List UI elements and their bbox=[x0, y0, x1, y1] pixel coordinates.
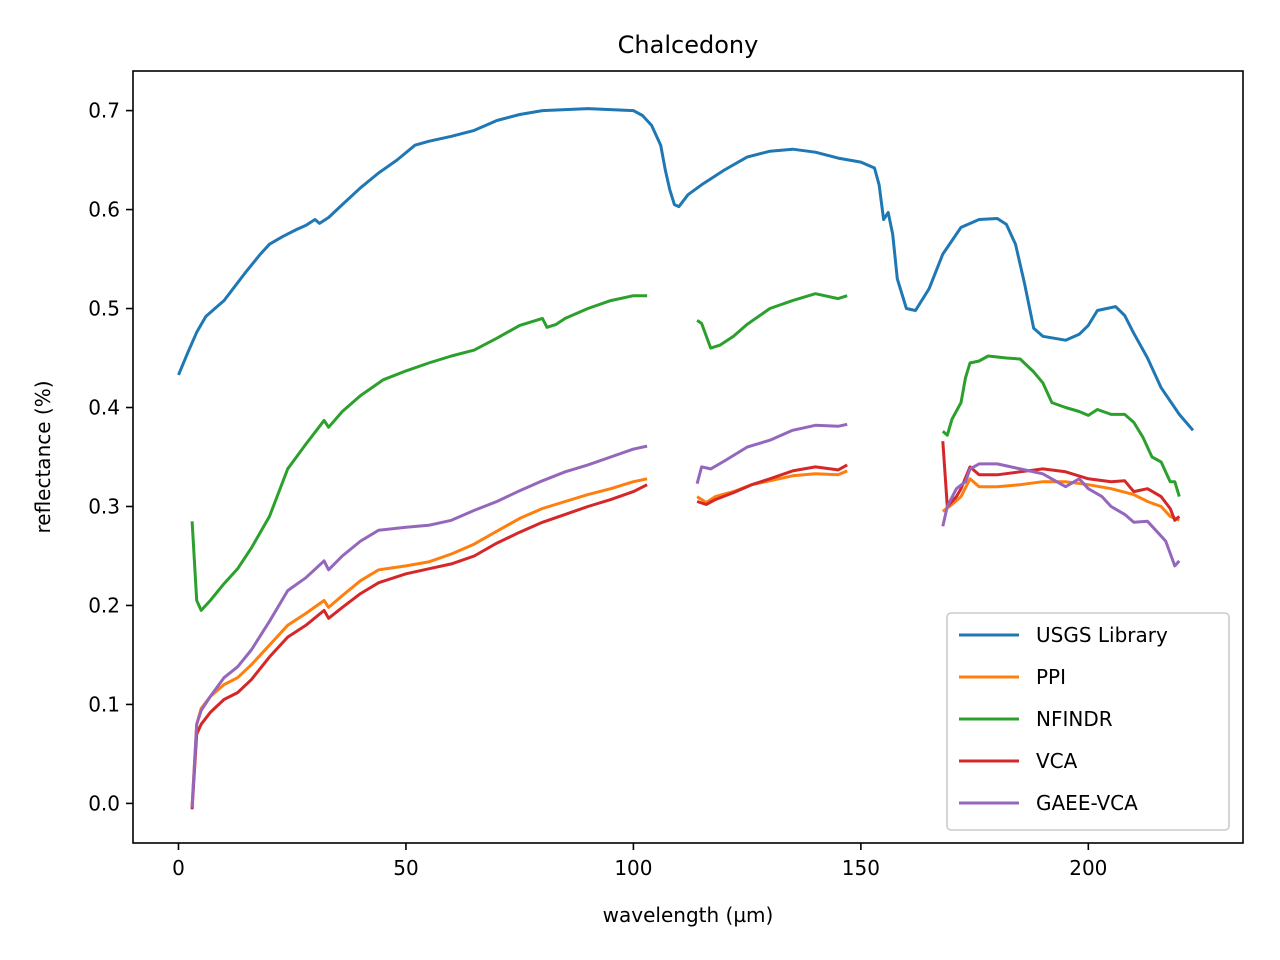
chart-title: Chalcedony bbox=[618, 31, 759, 59]
series-usgs-library bbox=[177, 107, 1195, 432]
legend-label: USGS Library bbox=[1036, 623, 1168, 647]
y-axis-label: reflectance (%) bbox=[31, 380, 55, 533]
series-line-segment bbox=[941, 354, 1181, 498]
series-line-segment bbox=[695, 422, 848, 485]
x-tick-label: 150 bbox=[842, 856, 880, 880]
legend-label: VCA bbox=[1036, 749, 1078, 773]
series-nfindr bbox=[190, 292, 1181, 612]
series-line-segment bbox=[190, 444, 648, 808]
legend-box bbox=[946, 612, 1230, 831]
x-tick-label: 50 bbox=[393, 856, 418, 880]
y-tick-label: 0.6 bbox=[88, 198, 120, 222]
series-line-segment bbox=[190, 483, 648, 810]
x-tick-label: 200 bbox=[1069, 856, 1107, 880]
series-vca bbox=[190, 441, 1181, 810]
series-line-segment bbox=[190, 294, 648, 612]
series-line-segment bbox=[696, 463, 848, 506]
axes-layer: 0 50 100 150 200 0.0 0.1 0.2 0.3 0.4 0.5 0.6 0.7 bbox=[88, 70, 1244, 880]
series-gaee-vca bbox=[190, 422, 1181, 808]
y-tick-label: 0.7 bbox=[88, 99, 120, 123]
plot-frame bbox=[132, 70, 1244, 844]
legend-label: PPI bbox=[1036, 665, 1066, 689]
series-line-segment bbox=[696, 292, 848, 350]
series-line-segment bbox=[941, 441, 1181, 522]
y-tick-label: 0.1 bbox=[88, 692, 120, 716]
y-tick-label: 0.5 bbox=[88, 297, 120, 321]
series-line-segment bbox=[190, 477, 648, 806]
legend: USGS Library PPI NFINDR VCA GAEE-VCA bbox=[946, 612, 1230, 831]
y-tick-label: 0.2 bbox=[88, 593, 120, 617]
x-tick-label: 0 bbox=[172, 856, 185, 880]
series-layer bbox=[177, 107, 1195, 810]
legend-label: NFINDR bbox=[1036, 707, 1113, 731]
y-tick-label: 0.3 bbox=[88, 494, 120, 518]
y-tick-label: 0.4 bbox=[88, 396, 120, 420]
series-line-segment bbox=[177, 107, 1195, 432]
y-tick-label: 0.0 bbox=[88, 791, 120, 815]
series-line-segment bbox=[941, 462, 1181, 568]
x-axis-label: wavelength (µm) bbox=[603, 903, 774, 927]
x-tick-label: 100 bbox=[614, 856, 652, 880]
legend-label: GAEE-VCA bbox=[1036, 791, 1138, 815]
